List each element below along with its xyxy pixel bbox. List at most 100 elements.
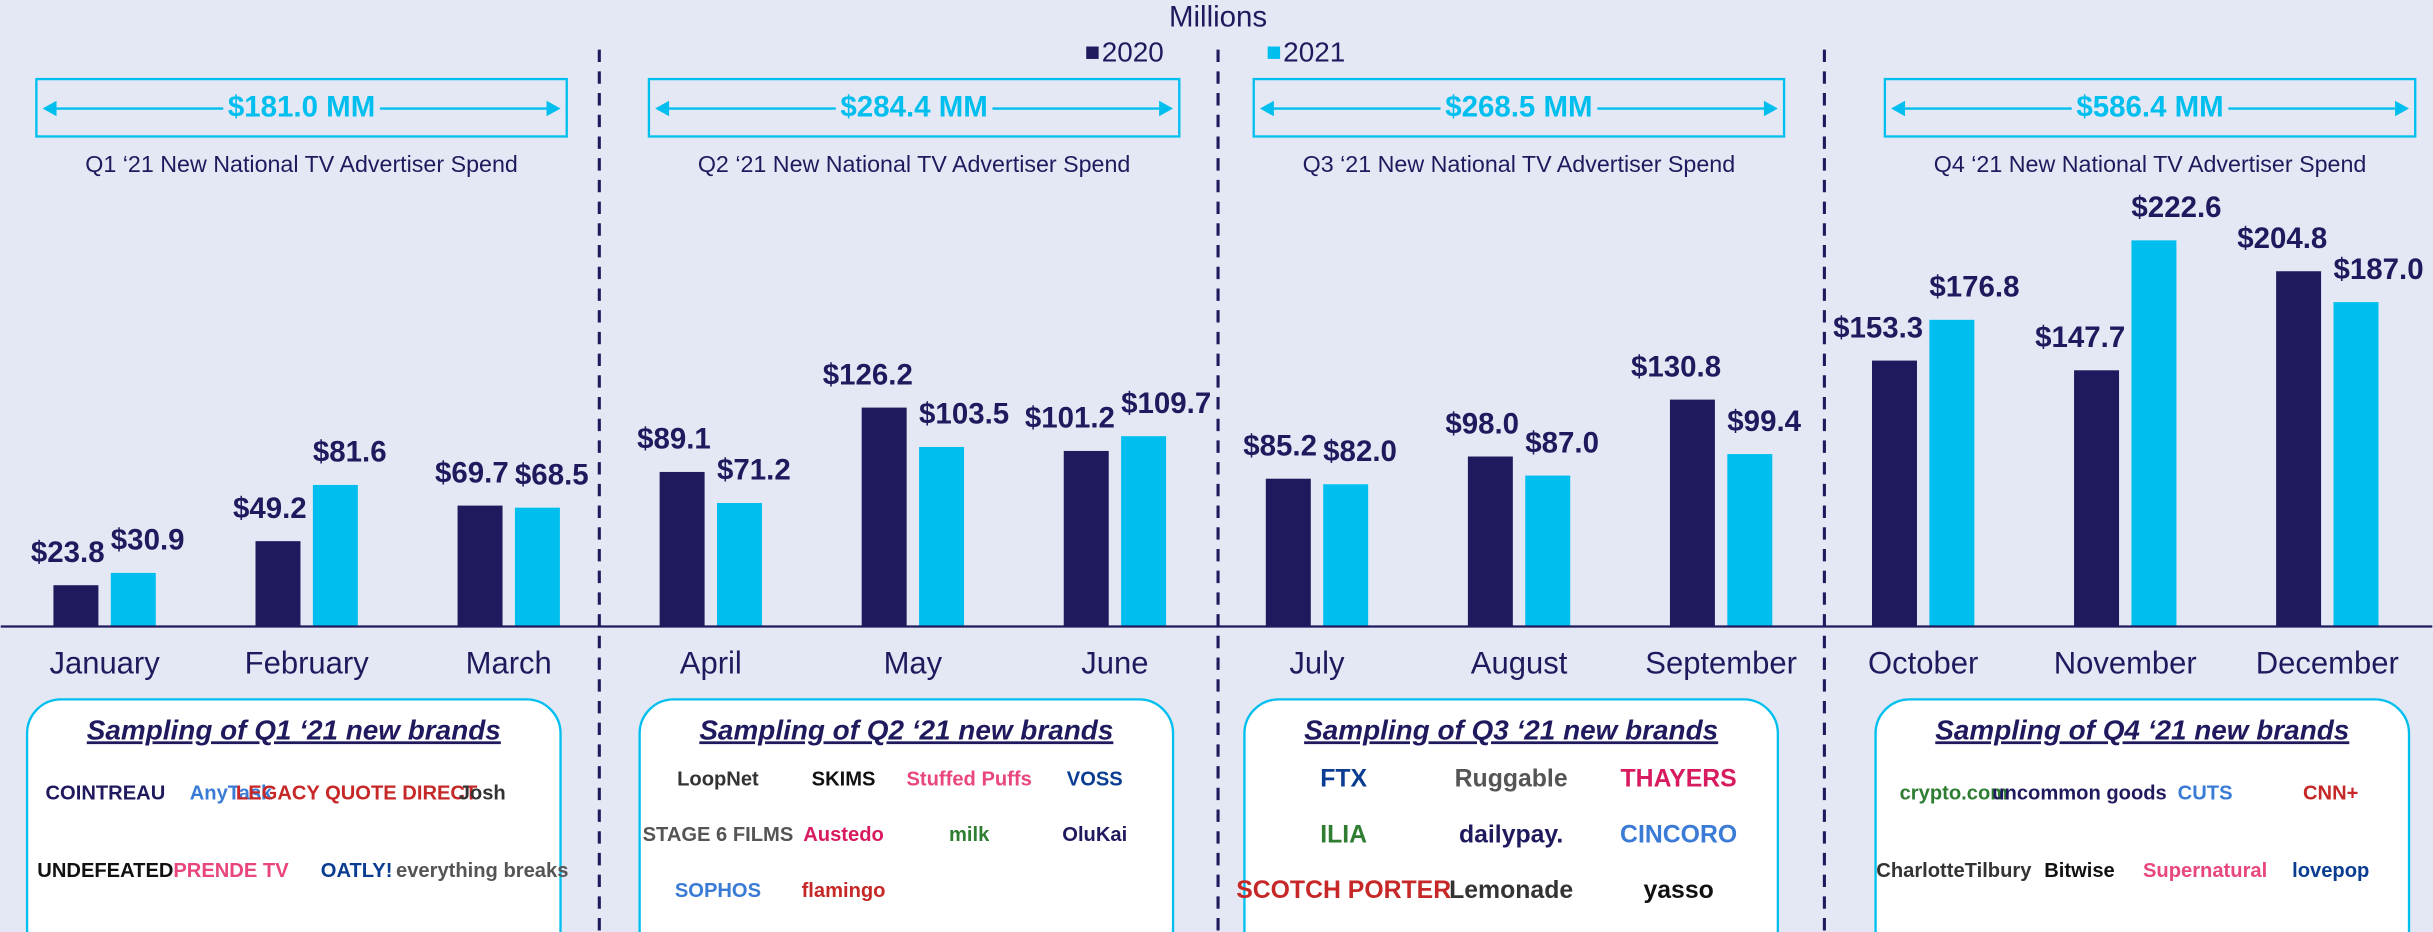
x-tick-label: November [2054,645,2197,680]
bar [255,541,301,627]
brand-box [1874,698,2411,932]
brand-name: Josh [459,782,506,804]
value-label: $71.2 [717,454,791,487]
total-label: $268.5 MM [1445,90,1592,123]
value-label: $85.2 [1243,429,1317,462]
x-tick-label: May [884,645,943,680]
brand-name: CINCORO [1620,821,1737,848]
bar [1929,319,1975,627]
x-tick-label: August [1471,645,1568,680]
brand-name: COINTREAU [46,782,166,804]
brand-name: OATLY! [321,860,393,882]
value-label: $98.0 [1445,407,1519,440]
bar [2074,370,2120,627]
quarter-caption: Q4 ‘21 New National TV Advertiser Spend [1934,151,2367,177]
brand-name: PRENDE TV [173,860,289,882]
value-label: $187.0 [2334,253,2424,286]
value-label: $204.8 [2237,222,2327,255]
brand-name: CharlotteTilbury [1876,860,2032,882]
brand-name: Ruggable [1455,766,1568,793]
brand-name: Bitwise [2044,860,2115,882]
bar [659,471,705,627]
bar [514,507,560,627]
total-label: $181.0 MM [228,90,375,123]
chart-title: Millions [1169,0,1267,33]
sampling-title: Sampling of Q2 ‘21 new brands [699,714,1113,745]
bar [1872,360,1917,627]
brand-name: SKIMS [812,768,876,790]
bar [2333,302,2379,627]
x-tick-label: December [2256,645,2399,680]
brand-name: Stuffed Puffs [906,768,1031,790]
brand-name: UNDEFEATED [37,860,173,882]
bar [312,484,358,627]
brand-name: Lemonade [1449,877,1573,904]
x-tick-label: October [1868,645,1978,680]
bar [2131,240,2177,627]
value-label: $101.2 [1025,402,1115,435]
brand-name: LEGACY QUOTE DIRECT [236,782,478,804]
value-label: $103.5 [919,398,1009,431]
legend-swatch [1267,46,1281,59]
bar [717,502,762,627]
brand-name: SOPHOS [675,880,761,902]
legend-label: 2021 [1283,37,1345,68]
value-label: $68.5 [515,458,589,491]
total-box [647,77,1181,138]
brand-name: yasso [1643,877,1713,904]
sampling-title: Sampling of Q1 ‘21 new brands [87,714,501,745]
x-tick-label: January [49,645,160,680]
total-label-bg [2071,89,2229,128]
bar [1467,456,1513,627]
brand-name: crypto.com [1900,782,2009,804]
brand-name: milk [949,824,990,846]
value-label: $87.0 [1525,426,1599,459]
value-label: $49.2 [233,492,307,525]
value-label: $130.8 [1631,350,1721,383]
value-label: $176.8 [1929,271,2019,304]
legend-label: 2020 [1102,37,1164,68]
brand-name: dailypay. [1459,821,1563,848]
brand-name: CNN+ [2303,782,2358,804]
total-box [35,77,568,138]
brand-box [25,698,562,932]
total-label: $586.4 MM [2076,90,2223,123]
value-label: $126.2 [823,358,913,391]
total-label-bg [223,89,380,128]
quarter-caption: Q1 ‘21 New National TV Advertiser Spend [85,151,518,177]
x-tick-label: March [466,645,552,680]
bar [1525,475,1571,627]
bar [1669,399,1715,627]
bar [1121,436,1167,627]
bar [2276,271,2322,627]
brand-name: uncommon goods [1992,782,2167,804]
brand-name: FTX [1320,766,1367,793]
bar [110,572,156,627]
value-label: $89.1 [637,423,711,456]
value-label: $23.8 [31,536,105,569]
brand-name: everything breaks [396,860,568,882]
brand-name: SCOTCH PORTER [1236,877,1451,904]
value-label: $99.4 [1727,405,1801,438]
value-label: $109.7 [1121,387,1211,420]
bar [1063,450,1109,627]
brand-name: OluKai [1062,824,1127,846]
brand-name: Supernatural [2143,860,2267,882]
bar [1265,478,1311,627]
value-label: $222.6 [2131,191,2221,224]
brand-name: lovepop [2292,860,2369,882]
sampling-title: Sampling of Q4 ‘21 new brands [1935,714,2349,745]
brand-name: VOSS [1067,768,1123,790]
brand-name: THAYERS [1621,766,1737,793]
value-label: $30.9 [111,524,185,557]
legend-swatch [1086,46,1099,59]
total-box [1252,77,1786,138]
value-label: $81.6 [313,436,387,469]
brand-box [638,698,1175,932]
brand-name: Austedo [803,824,884,846]
bar [53,585,99,627]
value-label: $147.7 [2035,321,2125,354]
sampling-title: Sampling of Q3 ‘21 new brands [1304,714,1718,745]
value-label: $69.7 [435,456,509,489]
bar [861,407,907,627]
